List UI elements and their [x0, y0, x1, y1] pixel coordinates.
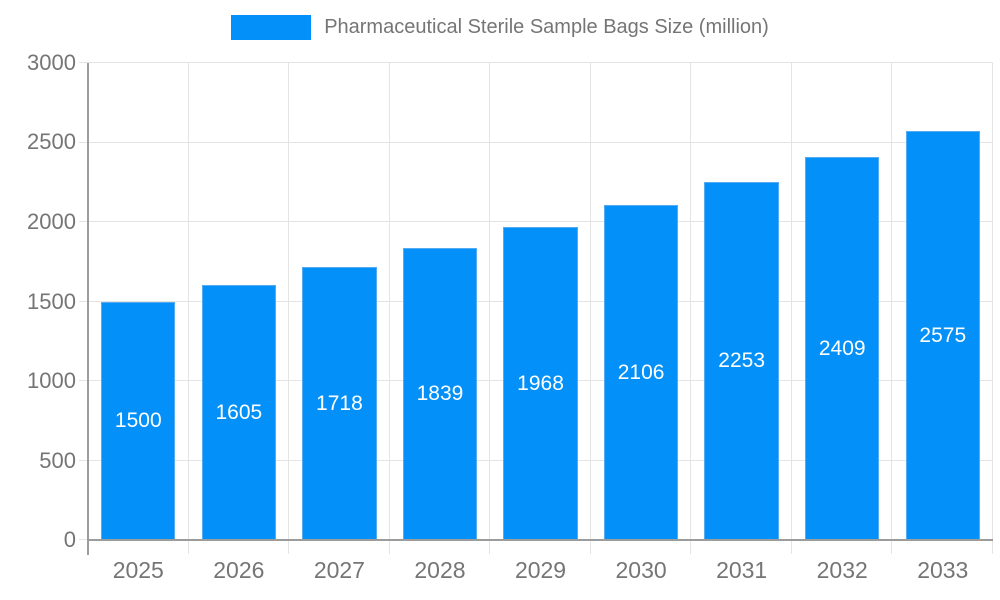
x-axis-labels: 2025 2026 2027 2028 2029 2030 2031 2032 2033 — [88, 557, 993, 584]
bar: 2409 — [805, 156, 880, 540]
bar: 2253 — [704, 181, 779, 540]
bar-value-label: 1605 — [215, 400, 263, 424]
bar: 1839 — [402, 247, 478, 540]
bar-value-label: 1839 — [416, 382, 464, 406]
y-tick-label: 2000 — [27, 208, 76, 234]
x-tick-label: 2025 — [112, 557, 164, 583]
bar-band: 1968 — [490, 63, 591, 540]
y-tick-mark — [79, 459, 88, 461]
bar-value-label: 2409 — [818, 336, 866, 360]
v-gridline — [690, 63, 692, 554]
y-axis-line — [87, 63, 89, 555]
v-gridline — [891, 63, 893, 554]
bar-value-label: 2575 — [919, 323, 967, 347]
bar: 1500 — [101, 301, 176, 540]
v-gridline — [288, 63, 290, 554]
bars-layer: 1500 1605 1718 1839 1968 2106 2253 2409 2575 — [88, 63, 993, 540]
x-tick-label: 2030 — [615, 557, 667, 583]
h-gridline — [88, 141, 993, 143]
bar: 2106 — [603, 205, 679, 540]
chart-legend: Pharmaceutical Sterile Sample Bags Size … — [0, 13, 1000, 41]
x-tick-label: 2026 — [213, 557, 265, 583]
bar-band: 2575 — [893, 63, 994, 540]
bar: 1718 — [302, 266, 377, 540]
bar-value-label: 2253 — [718, 349, 766, 373]
y-tick-mark — [79, 539, 88, 540]
y-tick-label: 1500 — [27, 288, 76, 314]
bar-band: 1718 — [289, 63, 390, 540]
bar-value-label: 1718 — [316, 391, 363, 415]
y-tick-label: 2500 — [27, 129, 76, 155]
bar-band: 1605 — [189, 63, 290, 540]
v-gridline — [187, 63, 189, 554]
bar-value-label: 1500 — [114, 409, 162, 433]
x-tick-label: 2033 — [917, 557, 969, 583]
v-gridline — [489, 63, 491, 554]
y-axis-labels: 0 500 1000 1500 2000 2500 3000 — [0, 50, 76, 552]
v-gridline — [388, 63, 390, 554]
y-tick-mark — [79, 62, 88, 63]
bar-band: 1500 — [88, 63, 189, 540]
bar-band: 2409 — [792, 63, 893, 540]
x-tick-label: 2032 — [816, 557, 868, 583]
bar: 2575 — [905, 130, 980, 540]
legend-color-swatch — [231, 14, 312, 40]
bar: 1968 — [503, 227, 578, 540]
x-tick-label: 2031 — [716, 557, 768, 583]
y-tick-mark — [79, 300, 88, 302]
y-tick-label: 1000 — [27, 367, 76, 393]
y-tick-mark — [79, 221, 88, 223]
v-gridline — [992, 63, 993, 554]
y-tick-label: 0 — [63, 527, 76, 552]
x-tick-label: 2027 — [313, 557, 365, 583]
v-gridline — [790, 63, 792, 554]
bar: 1605 — [201, 284, 277, 540]
plot-area: 1500 1605 1718 1839 1968 2106 2253 2409 2575 — [79, 62, 993, 554]
bar-band: 2253 — [691, 63, 792, 540]
y-tick-label: 3000 — [27, 50, 76, 75]
x-tick-label: 2029 — [514, 557, 567, 583]
v-gridline — [589, 63, 591, 554]
bar-value-label: 1968 — [517, 372, 564, 396]
y-tick-label: 500 — [39, 447, 76, 473]
y-tick-mark — [79, 380, 88, 382]
x-axis-line — [88, 539, 993, 541]
bar-band: 1839 — [390, 63, 491, 540]
x-tick-label: 2028 — [414, 557, 466, 583]
legend-label: Pharmaceutical Sterile Sample Bags Size … — [324, 15, 769, 38]
h-gridline — [88, 62, 993, 63]
bar-value-label: 2106 — [617, 361, 665, 385]
h-gridline — [88, 221, 993, 223]
y-tick-mark — [79, 141, 88, 143]
bar-band: 2106 — [591, 63, 692, 540]
